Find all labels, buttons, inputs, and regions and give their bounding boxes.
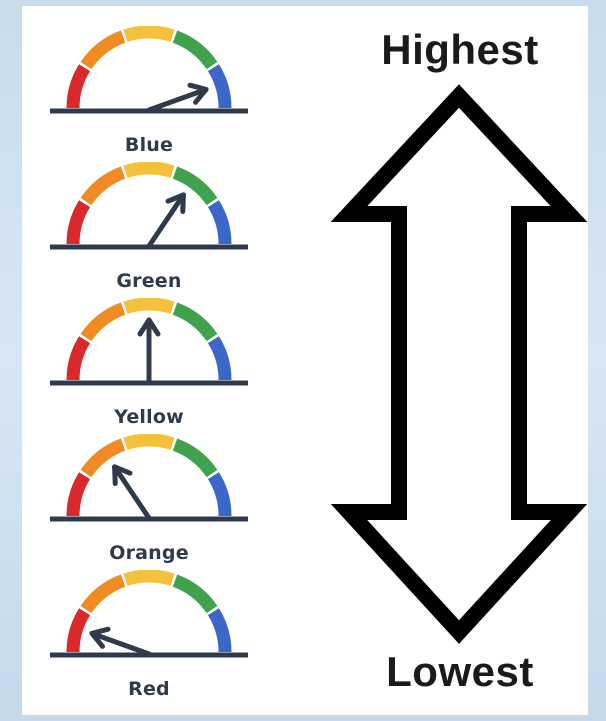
gauge-needle — [146, 86, 209, 113]
gauge-needle — [112, 464, 152, 521]
green-segment — [172, 438, 218, 478]
red-segment — [66, 200, 91, 245]
green-segment — [172, 574, 218, 614]
red-segment — [66, 472, 91, 517]
gauge-dial — [50, 162, 248, 250]
double-arrow-group: Highest Lowest — [300, 0, 600, 721]
gauge-blue: Blue — [44, 26, 254, 156]
yellow-segment — [123, 434, 175, 450]
gauge-dial — [50, 434, 248, 522]
gauge-needle-arrowhead — [187, 82, 209, 105]
lowest-label: Lowest — [386, 648, 534, 695]
yellow-segment — [123, 570, 175, 586]
gauge-dial — [50, 570, 248, 658]
gauge-label: Orange — [109, 542, 189, 564]
orange-segment — [80, 574, 126, 614]
yellow-segment — [123, 298, 175, 314]
gauge-needle-arrowhead — [112, 464, 133, 486]
gauge-needle — [89, 630, 152, 657]
gauge-orange: Orange — [44, 434, 254, 564]
orange-segment — [80, 166, 126, 206]
orange-segment — [80, 302, 126, 342]
gauge-yellow: Yellow — [44, 298, 254, 428]
gauge-needle-arrowhead — [165, 192, 186, 214]
gauge-red: Red — [44, 570, 254, 700]
green-segment — [172, 30, 218, 70]
gauge-label: Yellow — [114, 406, 184, 428]
red-segment — [66, 64, 91, 109]
gauge-needle — [146, 192, 186, 249]
gauge-needle-arrowhead — [89, 626, 111, 649]
blue-segment — [207, 336, 232, 381]
double-arrow-icon — [330, 84, 588, 644]
blue-segment — [207, 472, 232, 517]
blue-segment — [207, 608, 232, 653]
red-segment — [66, 336, 91, 381]
yellow-segment — [123, 162, 175, 178]
gauge-label: Red — [128, 678, 170, 700]
gauge-needle-arrowhead — [137, 317, 161, 337]
orange-segment — [80, 30, 126, 70]
blue-segment — [207, 64, 232, 109]
red-segment — [66, 608, 91, 653]
yellow-segment — [123, 26, 175, 42]
gauge-label: Blue — [124, 134, 174, 156]
orange-segment — [80, 438, 126, 478]
gauge-dial — [50, 298, 248, 386]
green-segment — [172, 166, 218, 206]
gauge-dial — [50, 26, 248, 114]
gauge-green: Green — [44, 162, 254, 292]
green-segment — [172, 302, 218, 342]
gauge-label: Green — [116, 270, 182, 292]
highest-label: Highest — [381, 26, 539, 73]
blue-segment — [207, 200, 232, 245]
